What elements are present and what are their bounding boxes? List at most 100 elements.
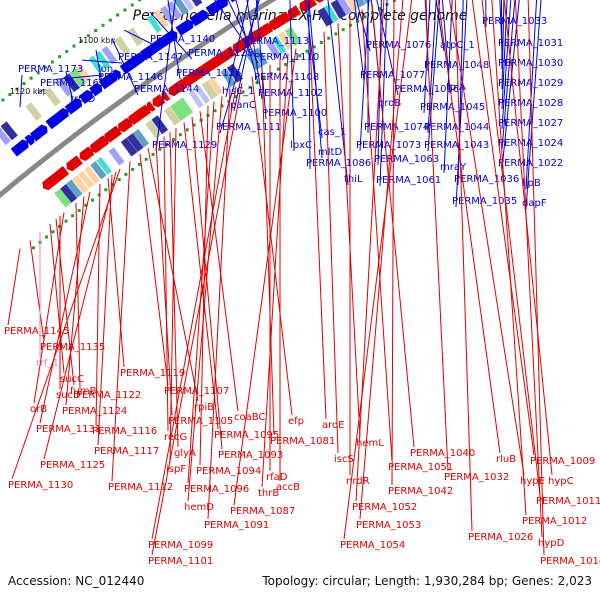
reverse-gene-arrow	[146, 101, 156, 112]
scale-dot	[220, 104, 224, 108]
label-leader-line	[435, 0, 445, 52]
gene-label: PERMA_1145	[4, 326, 69, 337]
feature-bar	[179, 0, 195, 11]
gene-label: PERMA_1101	[148, 556, 213, 567]
feature-bar	[271, 35, 287, 55]
gene-label: PERMA_1113	[244, 36, 309, 47]
topology-text: Topology: circular; Length: 1,930,284 bp…	[262, 574, 592, 588]
feature-bar	[90, 161, 107, 180]
feature-bar	[207, 77, 223, 96]
reverse-gene-arrow	[59, 166, 70, 177]
forward-feature-bars	[0, 0, 203, 146]
scale-dot	[312, 45, 316, 49]
gene-label: nrdR	[346, 476, 370, 487]
gene-label: PERMA_1116	[92, 426, 157, 437]
label-leader-line	[355, 0, 385, 502]
gene-label: PERMA_1167	[40, 78, 105, 89]
label-leader-line	[481, 0, 541, 496]
gene-label: PERMA_1096	[184, 484, 249, 495]
scale-dot	[36, 71, 40, 75]
scale-dot	[123, 8, 127, 12]
label-leader-line	[167, 0, 181, 80]
scale-dot	[248, 85, 252, 89]
gene-label: PERMA_1033	[482, 16, 547, 27]
scale-dot	[77, 209, 81, 212]
scale-dot	[269, 72, 273, 76]
reverse-gene-arrow	[98, 136, 108, 148]
scale-dot	[97, 193, 101, 197]
label-leader-line	[491, 0, 527, 516]
label-leader-line	[525, 0, 542, 210]
feature-bar	[201, 80, 218, 100]
feature-bar	[226, 63, 243, 83]
gene-label: PERMA_1131	[36, 424, 101, 435]
feature-bar	[66, 179, 83, 198]
forward-gene-arrow	[24, 134, 35, 146]
gene-label: PERMA_1077	[360, 70, 425, 81]
scale-dot	[117, 178, 121, 181]
label-leader-line	[95, 49, 103, 84]
gene-label: PERMA_1040	[410, 448, 475, 459]
feature-bar	[220, 68, 237, 87]
gene-label: PERMA_1126	[176, 68, 241, 79]
label-leader-line	[151, 82, 243, 556]
label-leader-line	[39, 191, 91, 424]
reverse-gene-arrow	[226, 46, 237, 58]
scale-dot	[262, 76, 266, 80]
gene-label: PERMA_1051	[388, 462, 453, 473]
feature-bar	[0, 126, 11, 146]
label-leader-line	[423, 0, 431, 114]
scale-dot	[305, 49, 309, 53]
label-leader-line	[235, 0, 259, 84]
feature-bar	[95, 50, 111, 69]
feature-bar	[96, 156, 112, 175]
gene-label: PERMA_1117	[94, 446, 159, 457]
label-leader-line	[454, 0, 473, 532]
scale-dot	[284, 63, 287, 67]
scale-dot	[213, 109, 217, 113]
label-leader-line	[441, 0, 451, 94]
feature-bar	[343, 0, 359, 12]
gene-label: atpC_1	[440, 40, 475, 51]
scale-dot	[104, 188, 108, 192]
label-leader-line	[514, 0, 543, 538]
reverse-gene-arrow	[141, 104, 152, 116]
label-leader-line	[111, 161, 131, 482]
gene-label: PERMA_1022	[498, 158, 563, 169]
gene-label: PERMA_1053	[356, 520, 421, 531]
gene-label: PERMA_1125	[40, 460, 105, 471]
gene-label: PERMA_1086	[306, 158, 371, 169]
gene-label: PERMA_1130	[8, 480, 73, 491]
forward-gene-arrow	[38, 124, 48, 135]
label-leader-line	[191, 116, 223, 450]
label-leader-line	[501, 0, 520, 170]
forward-gene-arrow	[127, 58, 137, 69]
gene-label: PERMA_1026	[468, 532, 533, 543]
feature-bar	[284, 26, 301, 47]
scale-dot	[138, 0, 142, 2]
label-leader-line	[155, 0, 176, 152]
label-leader-line	[499, 0, 503, 50]
reverse-gene-arrow	[73, 155, 83, 166]
feature-bar	[146, 14, 162, 33]
label-leader-line	[309, 40, 327, 420]
forward-gene-arrow	[198, 9, 208, 21]
gene-label: ispF	[166, 464, 186, 475]
scale-dot	[255, 81, 259, 85]
feature-bar	[350, 0, 366, 8]
gene-label: iscS	[334, 454, 354, 465]
scale-dot	[86, 34, 90, 38]
gene-label: sucD	[56, 390, 81, 401]
gene-label: PERMA_1110	[254, 52, 319, 63]
scale-dot	[234, 95, 238, 99]
label-leader-line	[123, 29, 155, 46]
label-leader-line	[376, 0, 399, 96]
scale-dot	[84, 203, 88, 207]
label-leader-line	[424, 0, 449, 472]
label-leader-line	[187, 96, 223, 502]
scale-tick-label: 1120 kbp	[10, 87, 48, 96]
feature-bar	[44, 87, 61, 107]
scale-dot	[45, 235, 48, 239]
